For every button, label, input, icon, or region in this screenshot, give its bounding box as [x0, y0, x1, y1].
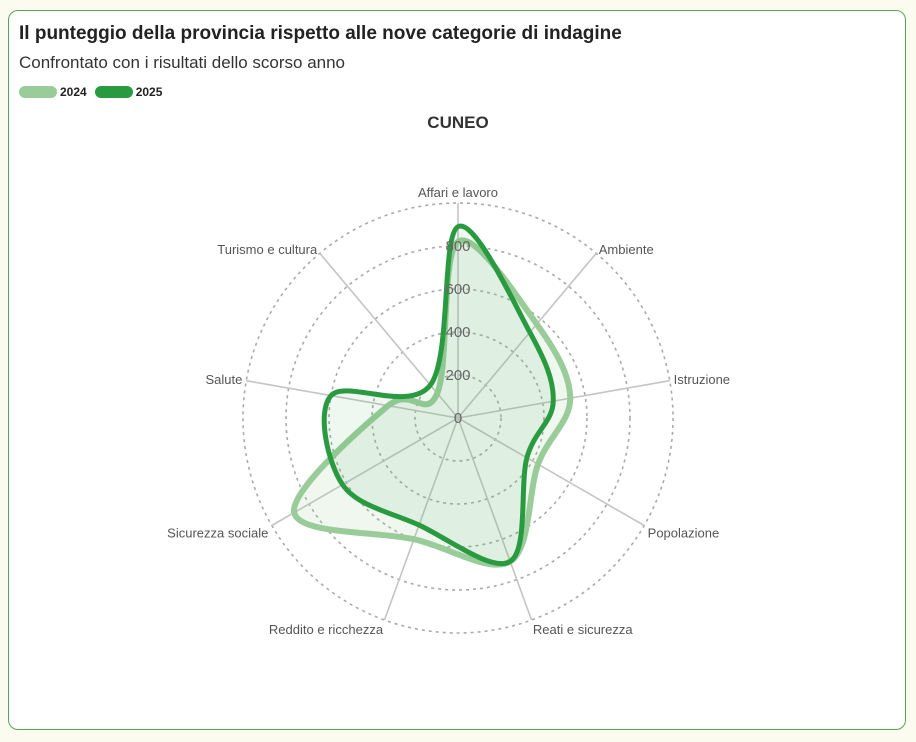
tick-label-400: 400 [445, 324, 470, 341]
tick-label-0: 0 [454, 410, 462, 427]
legend-label-2025: 2025 [135, 85, 163, 99]
chart-title: CUNEO [427, 113, 488, 132]
series-2025-line[interactable] [321, 223, 556, 566]
grid-circle-200 [414, 374, 502, 462]
grid-circle-800 [285, 245, 631, 591]
legend-label-2024: 2024 [60, 85, 87, 99]
category-label-6: Sicurezza sociale [167, 526, 268, 541]
spoke-8 [319, 252, 459, 419]
spoke-5 [383, 417, 459, 621]
spoke-2 [457, 379, 670, 419]
radar-series [291, 223, 574, 568]
grid-circle-400 [371, 331, 545, 505]
legend-swatch-2024 [19, 86, 57, 98]
spoke-4 [457, 417, 533, 621]
category-label-0: Affari e lavoro [418, 185, 498, 200]
spoke-3 [457, 417, 645, 527]
series-2024-line[interactable] [291, 237, 574, 568]
card-title: Il punteggio della provincia rispetto al… [19, 23, 622, 44]
category-label-1: Ambiente [599, 242, 654, 257]
category-label-2: Istruzione [674, 372, 730, 387]
legend-item-2024[interactable]: 2024 [19, 85, 87, 99]
category-label-4: Reati e sicurezza [533, 622, 633, 637]
legend: 2024 2025 [19, 85, 170, 99]
tick-label-800: 800 [445, 238, 470, 255]
category-label-5: Reddito e ricchezza [269, 622, 384, 637]
spoke-7 [246, 379, 459, 419]
legend-item-2025[interactable]: 2025 [94, 85, 163, 99]
chart-card: Il punteggio della provincia rispetto al… [8, 10, 906, 730]
radar-grid [242, 202, 674, 634]
spoke-6 [271, 417, 459, 527]
grid-circle-outer [242, 202, 674, 634]
category-labels: Affari e lavoro Ambiente Istruzione Popolaz… [167, 185, 730, 637]
category-label-7: Salute [205, 372, 242, 387]
category-label-8: Turismo e cultura [217, 242, 318, 257]
legend-swatch-2025 [94, 86, 133, 98]
tick-label-200: 200 [445, 367, 470, 384]
category-label-3: Popolazione [648, 526, 720, 541]
tick-label-600: 600 [445, 281, 470, 298]
radial-ticks: 0 200 400 600 800 [445, 238, 470, 427]
grid-circle-600 [328, 288, 588, 548]
card-subtitle: Confrontato con i risultati dello scorso… [19, 53, 346, 72]
spoke-1 [457, 252, 597, 419]
